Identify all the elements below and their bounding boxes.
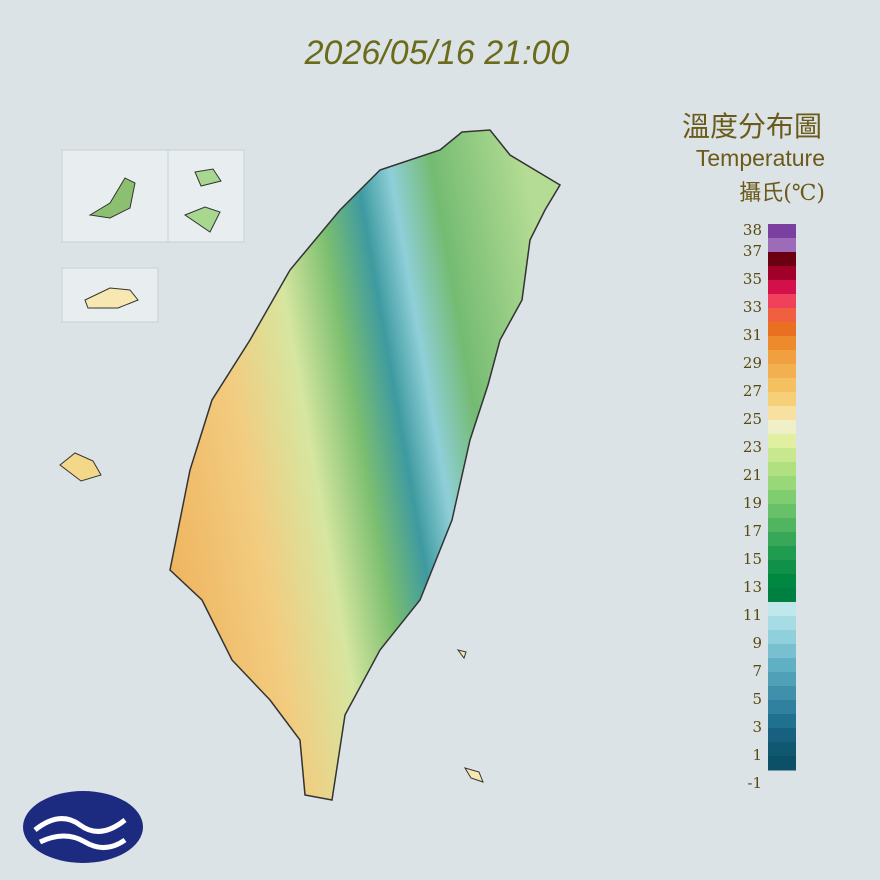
color-segment <box>768 546 796 561</box>
legend-tick-label: 38 <box>743 221 762 239</box>
color-segment <box>768 280 796 295</box>
color-segment <box>768 518 796 533</box>
color-segment <box>768 490 796 505</box>
color-segment <box>768 252 796 267</box>
color-segment <box>768 532 796 547</box>
color-segment <box>768 420 796 435</box>
color-segment <box>768 700 796 715</box>
color-segment <box>768 266 796 281</box>
color-segment <box>768 602 796 617</box>
color-segment <box>768 714 796 729</box>
color-segment <box>768 504 796 519</box>
color-segment <box>768 560 796 575</box>
logo <box>23 791 143 863</box>
legend-tick-label: 37 <box>743 242 762 260</box>
color-segment <box>768 224 796 239</box>
color-segment <box>768 238 796 253</box>
color-segment <box>768 728 796 743</box>
legend-tick-label: 27 <box>743 382 762 400</box>
legend-title-en: Temperature <box>696 145 825 171</box>
color-segment <box>768 630 796 645</box>
legend-tick-label: 3 <box>752 718 762 736</box>
color-segment <box>768 672 796 687</box>
color-segment <box>768 322 796 337</box>
legend-tick-label: 7 <box>752 662 762 680</box>
color-segment <box>768 742 796 757</box>
legend-title-zh: 溫度分布圖 <box>682 110 822 143</box>
inset-islands <box>59 149 484 783</box>
color-segment <box>768 574 796 589</box>
color-segment <box>768 588 796 603</box>
legend-tick-label: 1 <box>752 746 762 764</box>
color-segment <box>768 364 796 379</box>
legend-tick-label: -1 <box>747 774 762 792</box>
color-segment <box>768 392 796 407</box>
legend-tick-label: 13 <box>743 578 762 596</box>
color-segment <box>768 294 796 309</box>
color-segment <box>768 686 796 701</box>
color-segment <box>768 308 796 323</box>
legend-tick-label: 9 <box>752 634 762 652</box>
legend-tick-label: 29 <box>743 354 762 372</box>
taiwan <box>169 129 562 801</box>
legend-tick-label: 15 <box>743 550 762 568</box>
color-segment <box>768 462 796 477</box>
legend-tick-label: 5 <box>752 690 762 708</box>
legend-tick-label: 35 <box>743 270 762 288</box>
color-segment <box>768 616 796 631</box>
color-segment <box>768 658 796 673</box>
color-segment <box>768 406 796 421</box>
color-segment <box>768 350 796 365</box>
color-segment <box>768 378 796 393</box>
map-title: 2026/05/16 21:00 <box>304 34 570 72</box>
color-segment <box>768 756 796 771</box>
legend-tick-label: 25 <box>743 410 762 428</box>
legend-tick-label: 33 <box>743 298 762 316</box>
color-segment <box>768 434 796 449</box>
legend-unit: 攝氏(℃) <box>739 181 825 206</box>
color-segment <box>768 476 796 491</box>
color-segment <box>768 336 796 351</box>
color-segment <box>768 644 796 659</box>
legend-tick-label: 11 <box>743 606 762 624</box>
legend-tick-label: 17 <box>743 522 762 540</box>
color-segment <box>768 448 796 463</box>
legend-tick-label: 19 <box>743 494 762 512</box>
legend-tick-label: 21 <box>743 466 762 484</box>
legend-tick-label: 23 <box>743 438 762 456</box>
legend-tick-label: 31 <box>743 326 762 344</box>
